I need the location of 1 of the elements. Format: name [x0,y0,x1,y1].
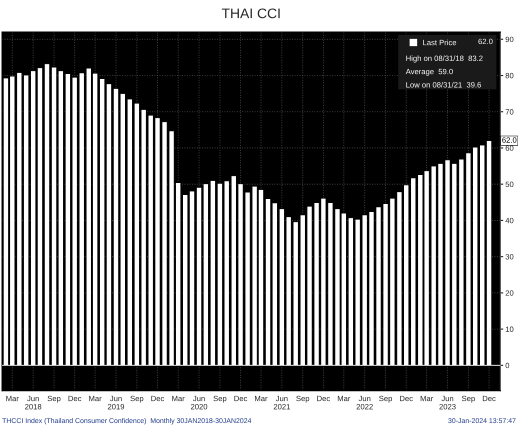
chart-title: THAI CCI [222,8,280,18]
